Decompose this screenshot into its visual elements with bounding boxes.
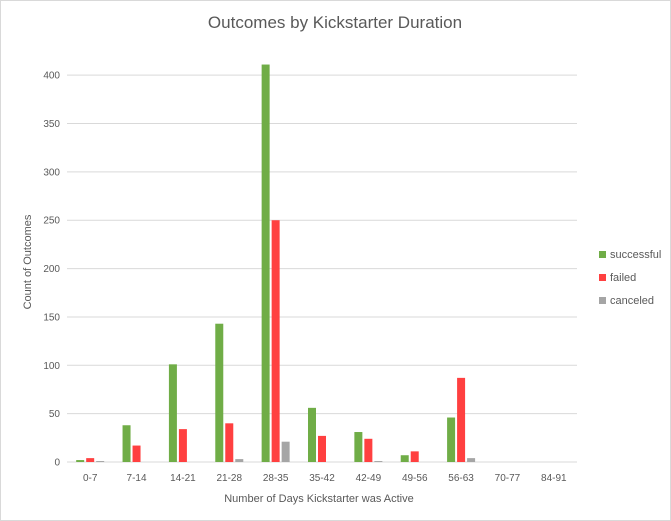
y-tick-label: 100 <box>43 361 60 372</box>
bar-failed-49-56 <box>410 451 419 462</box>
bar-canceled-28-35 <box>281 441 290 462</box>
bar-failed-56-63 <box>457 377 466 462</box>
bar-failed-35-42 <box>318 435 326 462</box>
legend-label-successful: successful <box>610 249 661 261</box>
y-tick-label: 250 <box>43 216 60 227</box>
legend-label-canceled: canceled <box>610 295 654 307</box>
bars <box>76 64 476 462</box>
y-tick-label: 0 <box>54 458 60 469</box>
x-axis-title: Number of Days Kickstarter was Active <box>224 493 414 505</box>
bar-successful-0-7 <box>76 460 85 462</box>
y-tick-label: 200 <box>43 264 60 275</box>
x-tick-label: 35-42 <box>309 473 335 484</box>
bar-successful-7-14 <box>122 425 131 462</box>
x-tick-label: 70-77 <box>495 473 521 484</box>
bar-successful-35-42 <box>308 407 316 462</box>
y-tick-label: 50 <box>49 409 61 420</box>
bar-canceled-0-7 <box>96 461 105 462</box>
bar-successful-28-35 <box>261 64 270 462</box>
bar-canceled-56-63 <box>467 458 476 462</box>
gridlines <box>67 74 577 463</box>
y-tick-label: 400 <box>43 71 60 82</box>
x-tick-label: 56-63 <box>448 473 474 484</box>
x-tick-label: 21-28 <box>216 473 242 484</box>
bar-successful-49-56 <box>400 455 409 462</box>
bar-failed-0-7 <box>86 458 95 462</box>
x-tick-label: 28-35 <box>263 473 289 484</box>
x-tick-label: 7-14 <box>127 473 147 484</box>
bar-successful-21-28 <box>215 323 224 462</box>
bar-failed-28-35 <box>271 220 280 462</box>
x-tick-label: 0-7 <box>83 473 98 484</box>
y-tick-label: 300 <box>43 167 60 178</box>
legend-swatch-failed <box>599 274 606 281</box>
legend-swatch-canceled <box>599 297 606 304</box>
legend-label-failed: failed <box>610 272 636 284</box>
bar-successful-56-63 <box>447 417 456 462</box>
legend: successful failed canceled <box>599 249 661 307</box>
bar-successful-42-49 <box>354 432 363 462</box>
x-tick-label: 14-21 <box>170 473 196 484</box>
bar-failed-14-21 <box>178 429 187 462</box>
y-tick-label: 150 <box>43 312 60 323</box>
legend-swatch-successful <box>599 251 606 258</box>
x-tick-label: 84-91 <box>541 473 567 484</box>
y-axis-title: Count of Outcomes <box>22 214 34 309</box>
y-tick-label: 350 <box>43 119 60 130</box>
x-tick-label: 42-49 <box>356 473 382 484</box>
bar-failed-21-28 <box>225 423 234 462</box>
chart-title: Outcomes by Kickstarter Duration <box>208 13 462 32</box>
bar-canceled-21-28 <box>235 459 244 462</box>
bar-failed-42-49 <box>364 438 373 462</box>
x-axis-ticks: 0-7 7-14 14-21 21-28 28-35 35-42 42-49 49-56 56-… <box>83 473 567 484</box>
bar-failed-7-14 <box>132 445 141 462</box>
x-tick-label: 49-56 <box>402 473 428 484</box>
bar-successful-14-21 <box>168 364 177 462</box>
bar-canceled-42-49 <box>374 461 383 462</box>
y-axis-ticks: 0 50 100 150 200 250 300 350 400 <box>43 71 60 469</box>
